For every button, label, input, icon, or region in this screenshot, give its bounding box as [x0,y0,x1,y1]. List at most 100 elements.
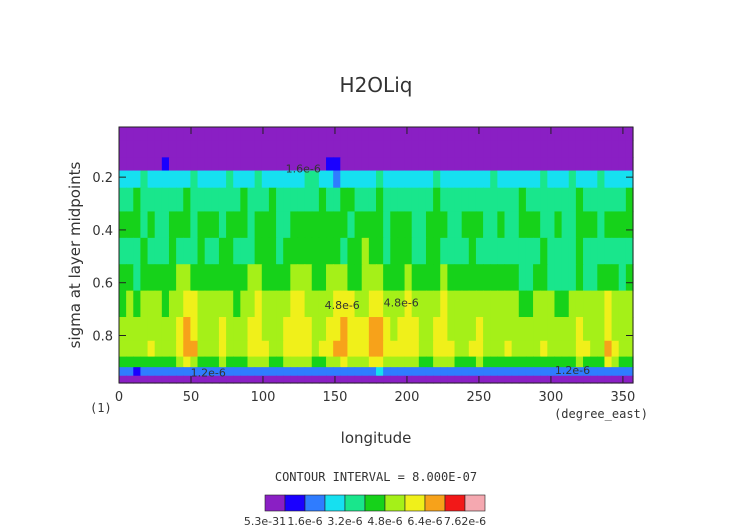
heatmap-cell [447,211,456,239]
heatmap-cell [583,237,591,265]
heatmap-cell [190,170,199,189]
heatmap-cell [340,157,349,172]
x-axis-label: longitude [341,429,412,447]
heatmap-cell [340,375,349,382]
heatmap-cell [326,340,334,358]
heatmap-cell [297,290,306,318]
heatmap-cell [575,264,584,292]
heatmap-cell [354,157,363,172]
heatmap-cell [261,375,270,382]
heatmap-cell [318,237,327,265]
heatmap-cell [147,264,156,292]
heatmap-cell [276,187,284,213]
heatmap-cell [547,237,556,265]
heatmap-cell [283,127,291,141]
heatmap-cell [604,290,613,318]
heatmap-cell [433,381,441,384]
heatmap-cell [411,157,420,172]
heatmap-cell [447,381,456,384]
heatmap-cell [618,317,627,342]
colorbar-labels: 5.3e-31 1.6e-6 3.2e-6 4.8e-6 6.4e-6 7.62e-6 [244,515,486,528]
heatmap-cell [226,170,234,189]
heatmap-cell [483,317,491,342]
heatmap-cell [318,317,327,342]
heatmap-cell [525,187,534,213]
heatmap-cell [383,381,391,384]
heatmap-cell [283,356,291,368]
heatmap-cell [297,127,306,141]
heatmap-cell [247,157,256,172]
heatmap-cell [568,127,577,141]
heatmap-cell [297,237,306,265]
heatmap-cell [154,127,163,141]
heatmap-cell [575,187,584,213]
heatmap-cell [611,264,620,292]
heatmap-cell [383,367,391,377]
heatmap-cell [204,187,213,213]
heatmap-cell [154,290,163,318]
heatmap-cell [233,127,241,141]
heatmap-cell [454,140,463,158]
plot-frame [118,126,634,384]
heatmap-cell [133,367,142,377]
heatmap-cell [604,127,613,141]
heatmap-cell [411,317,420,342]
heatmap-cell [490,317,498,342]
heatmap-cell [404,340,413,358]
heatmap-cell [240,157,249,172]
heatmap-cell [425,340,434,358]
heatmap-cell [347,264,356,292]
heatmap-cell [625,264,634,292]
heatmap-cell [183,140,191,158]
heatmap-cell [183,367,191,377]
heatmap-cell [204,356,213,368]
heatmap-cell [518,264,527,292]
heatmap-cell [268,237,277,265]
heatmap-cell [533,381,541,384]
heatmap-cell [154,187,163,213]
heatmap-cell [540,237,548,265]
heatmap-cell [583,264,591,292]
heatmap-cell [468,264,477,292]
heatmap-cell [233,367,241,377]
heatmap-cell [183,264,191,292]
heatmap-cell [554,290,563,318]
heatmap-cell [561,187,570,213]
heatmap-cell [411,375,420,382]
heatmap-cell [340,290,349,318]
heatmap-cell [140,340,149,358]
heatmap-cell [147,381,156,384]
heatmap-cell [254,187,263,213]
heatmap-cell [433,290,441,318]
heatmap-cell [397,140,406,158]
heatmap-cell [290,127,299,141]
heatmap-cell [568,187,577,213]
heatmap-cell [183,211,191,239]
heatmap-cell [497,237,506,265]
heatmap-cell [461,127,470,141]
colorbar-swatch [304,494,326,512]
heatmap-cell [397,187,406,213]
heatmap-cell [575,237,584,265]
heatmap-cell [554,140,563,158]
heatmap-cell [461,264,470,292]
heatmap-cell [297,211,306,239]
heatmap-cell [218,317,227,342]
heatmap-cell [604,367,613,377]
heatmap-cell [383,290,391,318]
heatmap-cell [347,340,356,358]
heatmap-cell [490,211,498,239]
heatmap-cell [333,157,341,172]
heatmap-cell [611,157,620,172]
heatmap-cell [604,381,613,384]
heatmap-cell [583,211,591,239]
heatmap-cell [468,211,477,239]
heatmap-cell [475,127,484,141]
y-axis-label: sigma at layer midpoints [66,161,84,348]
heatmap-cell [140,157,149,172]
heatmap-cell [326,367,334,377]
heatmap-cell [604,375,613,382]
heatmap-cell [261,157,270,172]
heatmap-cell [518,187,527,213]
heatmap-cell [183,127,191,141]
